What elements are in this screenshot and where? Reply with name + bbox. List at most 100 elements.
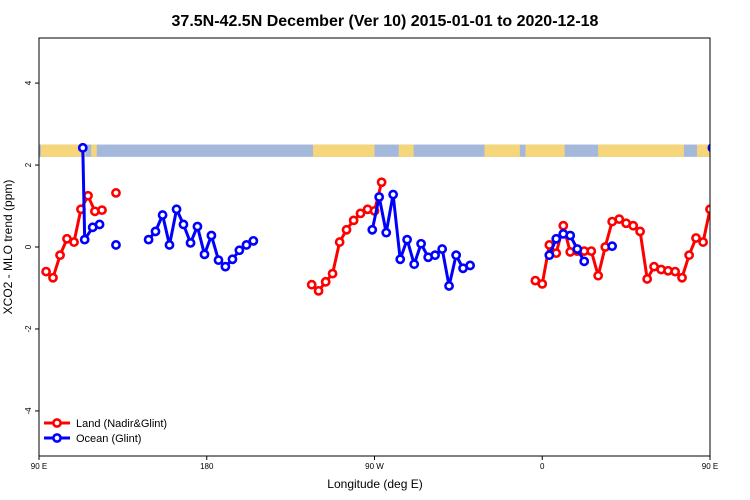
data-point bbox=[79, 234, 90, 245]
data-point bbox=[192, 221, 203, 232]
data-point bbox=[395, 254, 406, 265]
data-point bbox=[741, 189, 748, 196]
data-point bbox=[416, 238, 426, 249]
data-point bbox=[241, 240, 252, 250]
data-point bbox=[341, 224, 352, 235]
data-point bbox=[178, 219, 189, 230]
data-point bbox=[388, 189, 399, 200]
landmask-band bbox=[39, 144, 744, 157]
data-point bbox=[171, 204, 182, 215]
data-point bbox=[741, 241, 748, 248]
band-land bbox=[729, 145, 744, 157]
data-point bbox=[691, 233, 701, 243]
data-point bbox=[77, 142, 88, 153]
data-point bbox=[248, 235, 259, 246]
data-point bbox=[614, 214, 625, 225]
data-point bbox=[111, 240, 121, 250]
band-land bbox=[312, 144, 375, 157]
data-point bbox=[709, 238, 710, 242]
data-point bbox=[593, 270, 604, 281]
data-point bbox=[234, 245, 245, 256]
band-land bbox=[696, 144, 710, 157]
data-point bbox=[465, 260, 476, 271]
band-land bbox=[40, 144, 86, 157]
data-point bbox=[725, 221, 732, 228]
data-point bbox=[565, 230, 576, 241]
data-point bbox=[220, 261, 231, 272]
data-point bbox=[48, 272, 58, 283]
x-tick-label: 90 W bbox=[365, 462, 384, 471]
data-point bbox=[367, 224, 378, 235]
data-point bbox=[157, 210, 168, 220]
data-point bbox=[451, 250, 462, 261]
series-ocean bbox=[77, 142, 748, 291]
data-point bbox=[334, 237, 345, 247]
data-point bbox=[572, 244, 583, 254]
band-land bbox=[525, 144, 565, 157]
data-point bbox=[558, 220, 569, 231]
data-point bbox=[374, 192, 385, 202]
data-point bbox=[206, 230, 217, 241]
data-point bbox=[97, 205, 107, 216]
data-point bbox=[320, 276, 331, 287]
data-point bbox=[150, 226, 161, 237]
data-point bbox=[670, 266, 681, 277]
data-point bbox=[718, 224, 725, 231]
data-point bbox=[437, 244, 448, 254]
band-land bbox=[91, 144, 97, 157]
data-point bbox=[69, 237, 79, 247]
series-line bbox=[310, 181, 384, 293]
data-point bbox=[607, 241, 618, 252]
data-point bbox=[544, 250, 555, 261]
y-tick-label: -2 bbox=[24, 325, 33, 333]
data-point bbox=[705, 204, 710, 215]
band-land bbox=[484, 144, 520, 157]
data-point bbox=[677, 272, 687, 283]
data-point bbox=[720, 208, 727, 215]
band-land bbox=[598, 144, 684, 157]
series-line bbox=[712, 148, 728, 240]
data-point bbox=[213, 255, 224, 266]
data-point bbox=[327, 268, 338, 279]
legend: Land (Nadir&Glint) Ocean (Glint) bbox=[44, 418, 167, 445]
data-point bbox=[684, 250, 695, 261]
data-point bbox=[727, 207, 734, 214]
data-point bbox=[185, 238, 196, 248]
x-tick-label: 180 bbox=[200, 462, 214, 471]
data-point bbox=[551, 233, 562, 244]
data-point bbox=[313, 285, 324, 296]
data-point bbox=[111, 188, 121, 198]
x-axis: 90 E 180 90 W 0 90 E bbox=[31, 456, 718, 471]
series-line bbox=[147, 207, 255, 269]
x-tick-label: 90 E bbox=[31, 462, 47, 471]
legend-label: Ocean (Glint) bbox=[76, 433, 141, 445]
data-point bbox=[55, 250, 65, 261]
data-point bbox=[227, 254, 238, 265]
data-point bbox=[306, 279, 317, 290]
data-point bbox=[537, 278, 548, 289]
data-point bbox=[409, 259, 420, 270]
legend-item: Land (Nadir&Glint) bbox=[44, 418, 167, 430]
data-point bbox=[41, 266, 51, 277]
series-land bbox=[41, 177, 748, 296]
data-point bbox=[164, 240, 175, 250]
chart-title: 37.5N-42.5N December (Ver 10) 2015-01-01… bbox=[172, 13, 599, 30]
data-point bbox=[698, 237, 709, 247]
legend-marker bbox=[52, 418, 62, 428]
data-point bbox=[635, 226, 646, 237]
data-point bbox=[642, 274, 653, 284]
y-tick-label: 2 bbox=[24, 162, 33, 167]
legend-label: Land (Nadir&Glint) bbox=[76, 418, 167, 430]
x-tick-label: 0 bbox=[540, 462, 545, 471]
data-point bbox=[402, 234, 413, 245]
y-tick-label: -4 bbox=[24, 407, 33, 415]
y-tick-label: 0 bbox=[24, 244, 33, 249]
data-point bbox=[430, 250, 440, 261]
legend-item: Ocean (Glint) bbox=[44, 433, 141, 445]
legend-marker bbox=[52, 433, 62, 443]
data-point bbox=[628, 220, 639, 231]
data-point bbox=[83, 190, 93, 201]
data-point bbox=[376, 177, 387, 188]
series-layer bbox=[41, 142, 748, 296]
